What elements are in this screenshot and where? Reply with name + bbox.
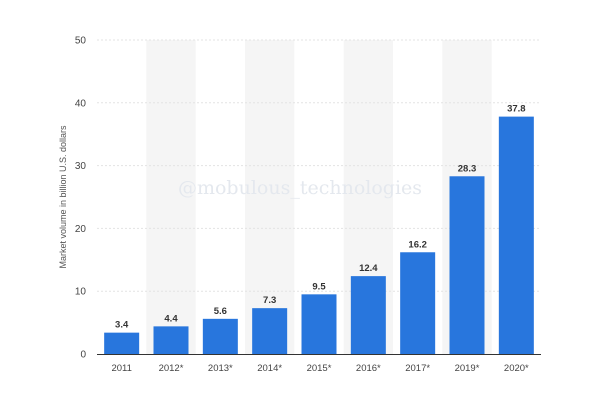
y-tick-label: 10 (75, 287, 87, 298)
value-label: 7.3 (263, 295, 276, 306)
x-axis-ticks: 2011 2012* 2013* 2014* 2015* 2016* 2017* 2019* 2… (111, 363, 529, 374)
x-tick-label: 2016* (356, 363, 381, 374)
background-band (245, 40, 295, 354)
value-labels: 3.4 4.4 5.6 7.3 9.5 12.4 16.2 28.3 37.8 (115, 104, 526, 331)
y-axis-label: Market volume in billion U.S. dollars (58, 125, 68, 269)
value-label: 3.4 (115, 320, 129, 331)
bar (153, 326, 189, 354)
y-tick-label: 0 (80, 350, 86, 361)
bar (301, 294, 337, 354)
value-label: 16.2 (408, 239, 427, 250)
value-label: 37.8 (507, 104, 526, 115)
x-tick-label: 2012* (159, 363, 184, 374)
watermark: @mobulous_technologies (178, 177, 422, 199)
value-label: 28.3 (458, 163, 477, 174)
bar (202, 318, 238, 354)
x-tick-label: 2015* (307, 363, 332, 374)
x-tick-label: 2017* (405, 363, 430, 374)
bar (498, 116, 534, 354)
bar (449, 176, 485, 354)
value-label: 4.4 (164, 313, 178, 324)
x-tick-label: 2019* (455, 363, 480, 374)
bar (104, 332, 140, 354)
bar (350, 276, 386, 354)
value-label: 12.4 (359, 263, 378, 274)
value-label: 5.6 (214, 306, 227, 317)
x-tick-label: 2011 (111, 363, 131, 374)
x-tick-label: 2014* (257, 363, 282, 374)
y-tick-label: 50 (75, 36, 87, 47)
x-tick-label: 2013* (208, 363, 233, 374)
y-axis-ticks: 0 10 20 30 40 50 (75, 36, 87, 361)
y-tick-label: 20 (75, 224, 87, 235)
background-band (146, 40, 196, 354)
bar (252, 308, 288, 354)
y-tick-label: 40 (75, 98, 87, 109)
bar (400, 252, 436, 354)
y-tick-label: 30 (75, 161, 87, 172)
value-label: 9.5 (312, 281, 326, 292)
bars (104, 116, 534, 354)
x-tick-label: 2020* (504, 363, 529, 374)
